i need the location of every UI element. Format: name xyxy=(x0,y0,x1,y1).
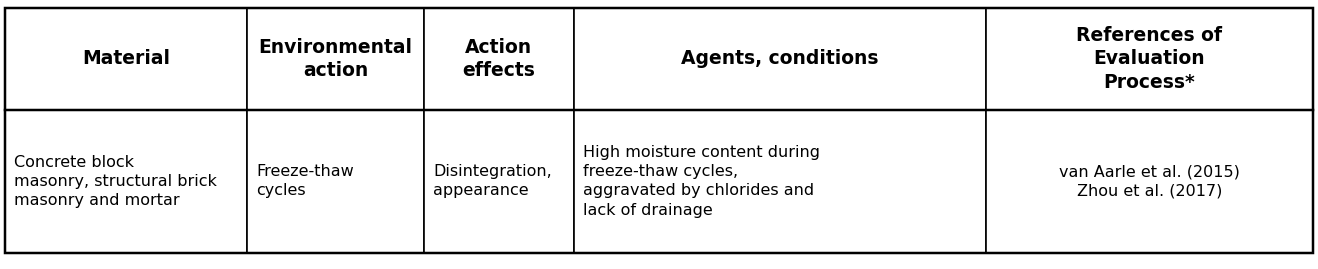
Text: Disintegration,
appearance: Disintegration, appearance xyxy=(432,164,552,198)
Text: Environmental
action: Environmental action xyxy=(258,38,413,80)
Bar xyxy=(986,8,1313,110)
Bar xyxy=(423,8,575,110)
Text: van Aarle et al. (2015)
Zhou et al. (2017): van Aarle et al. (2015) Zhou et al. (201… xyxy=(1058,164,1240,198)
Text: Concrete block
masonry, structural brick
masonry and mortar: Concrete block masonry, structural brick… xyxy=(14,155,217,208)
Text: Action
effects: Action effects xyxy=(463,38,535,80)
Text: Freeze-thaw
cycles: Freeze-thaw cycles xyxy=(257,164,355,198)
Bar xyxy=(5,8,248,110)
Bar xyxy=(986,110,1313,253)
Text: High moisture content during
freeze-thaw cycles,
aggravated by chlorides and
lac: High moisture content during freeze-thaw… xyxy=(584,145,820,218)
Bar xyxy=(248,110,423,253)
Bar xyxy=(575,8,986,110)
Text: References of
Evaluation
Process*: References of Evaluation Process* xyxy=(1077,26,1222,92)
Text: Material: Material xyxy=(82,49,170,68)
Bar xyxy=(248,8,423,110)
Bar xyxy=(5,110,248,253)
Bar xyxy=(423,110,575,253)
Bar xyxy=(575,110,986,253)
Text: Agents, conditions: Agents, conditions xyxy=(681,49,879,68)
